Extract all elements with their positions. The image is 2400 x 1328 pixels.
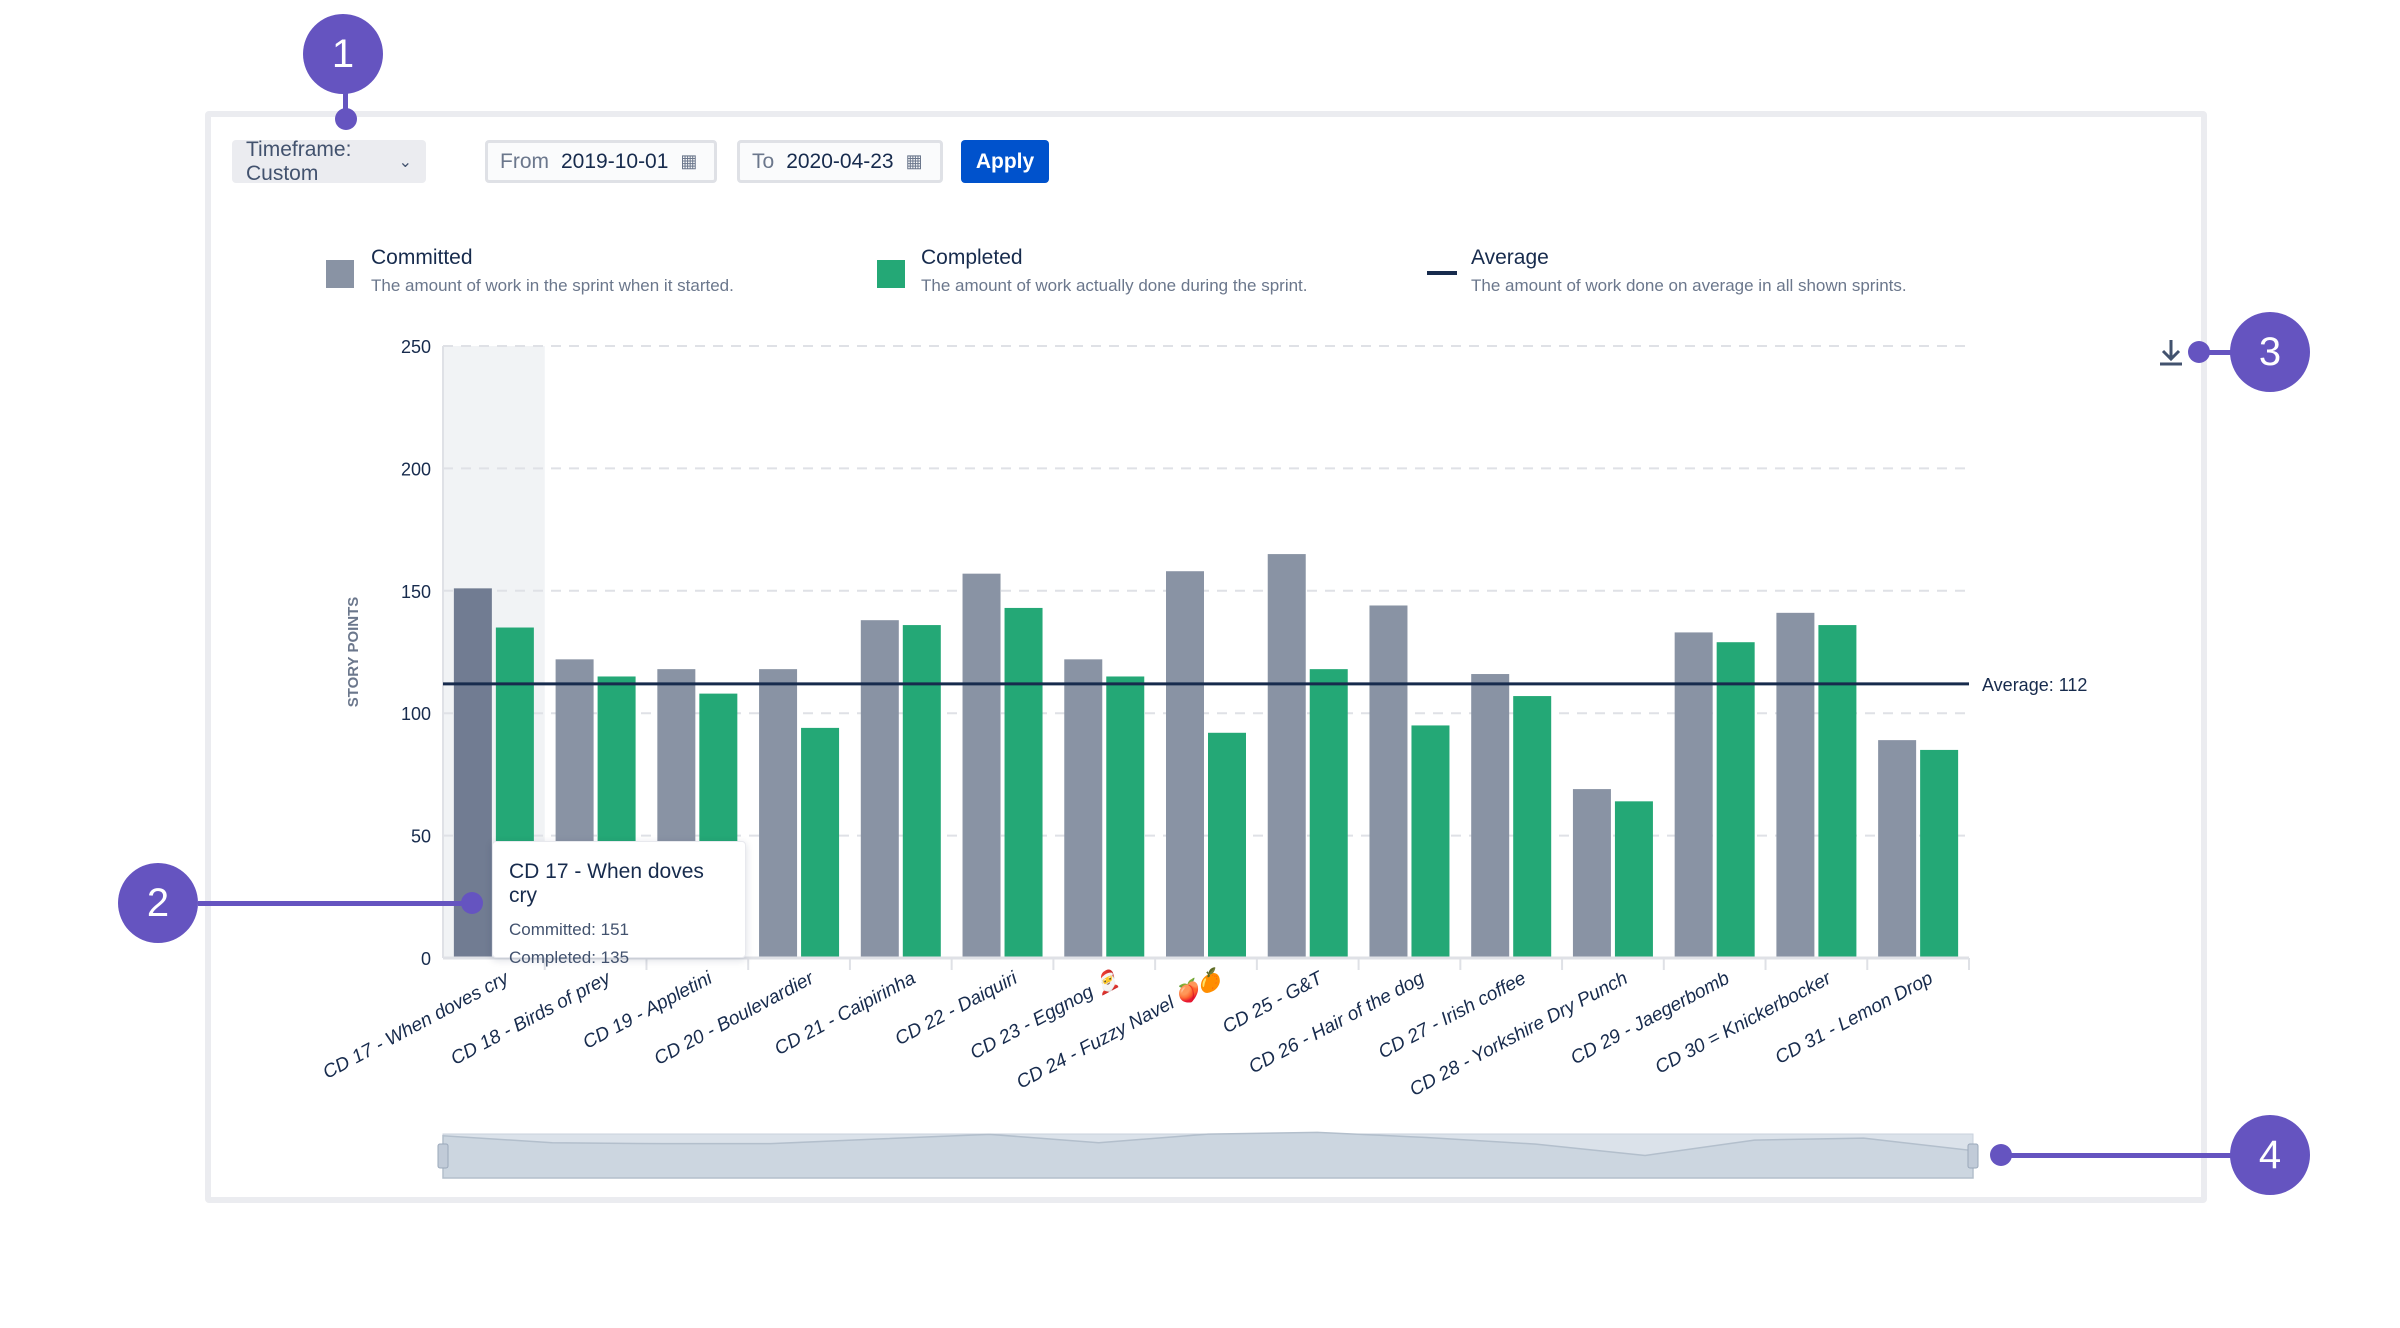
y-tick-label: 200 xyxy=(401,459,431,479)
to-label: To xyxy=(752,149,775,173)
legend-title: Completed xyxy=(921,246,1023,269)
x-tick-label: CD 26 - Hair of the dog xyxy=(1245,968,1428,1078)
bar-committed xyxy=(1369,605,1408,958)
navigator-series xyxy=(442,1131,1974,1179)
completed-swatch xyxy=(877,260,905,288)
bar-committed xyxy=(1166,571,1204,958)
legend-committed: Committed The amount of work in the spri… xyxy=(371,246,734,296)
bar-completed xyxy=(1513,696,1552,958)
apply-button[interactable]: Apply xyxy=(961,140,1049,183)
callout-4-dot xyxy=(1990,1144,2012,1166)
bar-committed xyxy=(759,669,798,958)
bar-completed xyxy=(902,625,941,958)
callout-4-line xyxy=(2000,1153,2235,1158)
callout-3-line xyxy=(2199,350,2235,355)
chevron-down-icon: ⌄ xyxy=(398,153,412,171)
bar-committed xyxy=(962,573,1001,958)
calendar-icon[interactable]: ▦ xyxy=(905,151,923,171)
download-icon[interactable] xyxy=(2156,336,2186,370)
bar-committed xyxy=(860,620,899,958)
navigator-handle[interactable] xyxy=(1967,1143,1979,1169)
y-tick-label: 150 xyxy=(401,582,431,602)
bar-completed xyxy=(1411,725,1450,958)
callout-1-stem xyxy=(343,90,348,118)
bar-completed xyxy=(1716,642,1755,958)
bar-committed xyxy=(1267,554,1306,958)
bar-committed xyxy=(1776,612,1815,958)
bar-committed xyxy=(1064,659,1103,958)
tooltip-committed: Committed: 151 xyxy=(509,920,629,939)
legend-desc: The amount of work actually done during … xyxy=(921,276,1308,295)
navigator-handle[interactable] xyxy=(437,1143,449,1169)
chart-panel xyxy=(205,111,2207,1203)
callout-3-dot xyxy=(2188,341,2210,363)
bar-committed xyxy=(1471,674,1510,958)
from-label: From xyxy=(500,149,549,173)
from-date-value: 2019-10-01 xyxy=(561,149,669,173)
tooltip-title: CD 17 - When doves cry xyxy=(509,860,704,907)
y-axis-title: STORY POINTS xyxy=(345,597,362,708)
committed-swatch xyxy=(326,260,354,288)
x-tick-label: CD 18 - Birds of prey xyxy=(447,967,615,1070)
x-tick-label: CD 30 = Knickerbocker xyxy=(1652,968,1835,1079)
from-date-field[interactable]: From 2019-10-01 ▦ xyxy=(485,140,717,183)
legend-average: Average The amount of work done on avera… xyxy=(1471,246,1907,296)
bar-committed xyxy=(1878,740,1917,958)
timeframe-label: Timeframe: Custom xyxy=(246,137,352,185)
calendar-icon[interactable]: ▦ xyxy=(680,151,698,171)
legend-title: Committed xyxy=(371,246,473,269)
callout-3: 3 xyxy=(2230,312,2310,392)
bar-completed xyxy=(1614,801,1653,958)
y-tick-label: 100 xyxy=(401,704,431,724)
y-tick-label: 50 xyxy=(411,827,431,847)
chart-tooltip: CD 17 - When doves cry Committed: 151 Co… xyxy=(492,841,746,967)
bar-completed xyxy=(1208,732,1246,958)
legend-completed: Completed The amount of work actually do… xyxy=(921,246,1308,296)
callout-2-dot xyxy=(461,892,483,914)
to-date-value: 2020-04-23 xyxy=(786,149,894,173)
to-date-field[interactable]: To 2020-04-23 ▦ xyxy=(737,140,943,183)
callout-1-dot xyxy=(335,108,357,130)
callout-1: 1 xyxy=(303,14,383,94)
legend-title: Average xyxy=(1471,246,1549,269)
average-label: Average: 112 xyxy=(1982,675,2087,695)
bar-completed xyxy=(1309,669,1348,958)
bar-completed xyxy=(801,727,840,958)
y-tick-label: 250 xyxy=(401,337,431,357)
bar-completed xyxy=(1106,676,1145,958)
legend-desc: The amount of work in the sprint when it… xyxy=(371,276,734,295)
callout-4: 4 xyxy=(2230,1115,2310,1195)
timeframe-dropdown[interactable]: Timeframe: Custom ⌄ xyxy=(232,137,426,185)
average-swatch xyxy=(1427,271,1457,275)
callout-2-line xyxy=(198,901,472,906)
x-tick-label: CD 17 - When doves cry xyxy=(320,967,514,1083)
bar-completed xyxy=(1818,625,1857,958)
callout-2: 2 xyxy=(118,863,198,943)
legend-desc: The amount of work done on average in al… xyxy=(1471,276,1907,295)
tooltip-completed: Completed: 135 xyxy=(509,948,630,967)
bar-committed xyxy=(1674,632,1713,958)
bar-completed xyxy=(1920,749,1959,958)
bar-completed xyxy=(1004,607,1043,958)
y-tick-label: 0 xyxy=(421,949,431,969)
bar-committed xyxy=(1572,789,1611,958)
